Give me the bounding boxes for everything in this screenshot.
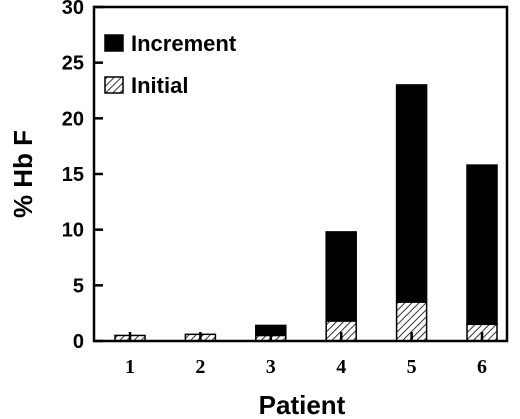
x-tick-label: 5 <box>407 356 417 378</box>
y-axis-title: % Hb F <box>8 130 38 218</box>
plot-marks <box>114 84 498 342</box>
x-tick-label: 1 <box>125 356 135 378</box>
x-tick-label: 4 <box>336 356 346 378</box>
bar-increment-patient-4 <box>325 231 357 322</box>
y-tick-label: 25 <box>62 53 84 75</box>
y-tick-label: 30 <box>62 0 84 19</box>
y-tick-label: 0 <box>73 331 84 353</box>
bar-increment-patient-6 <box>466 164 498 326</box>
bar-increment-patient-5 <box>395 84 428 303</box>
x-tick-label: 6 <box>477 356 487 378</box>
legend-label-increment: Increment <box>131 31 237 56</box>
y-tick-label: 10 <box>62 220 84 242</box>
y-tick-label: 15 <box>62 164 84 186</box>
y-tick-label: 5 <box>73 275 84 297</box>
x-tick-label: 2 <box>195 356 205 378</box>
x-axis-title: Patient <box>259 390 346 419</box>
legend: Increment Initial <box>104 31 237 98</box>
legend-swatch-increment <box>104 34 124 52</box>
y-tick-label: 20 <box>62 108 84 130</box>
x-tick-label: 3 <box>266 356 276 378</box>
legend-label-initial: Initial <box>131 73 188 98</box>
plot-frame <box>92 5 509 343</box>
legend-swatch-initial <box>104 76 124 94</box>
axis-ticks: 0 5 10 15 20 25 30 1 2 3 4 5 6 <box>62 0 487 378</box>
